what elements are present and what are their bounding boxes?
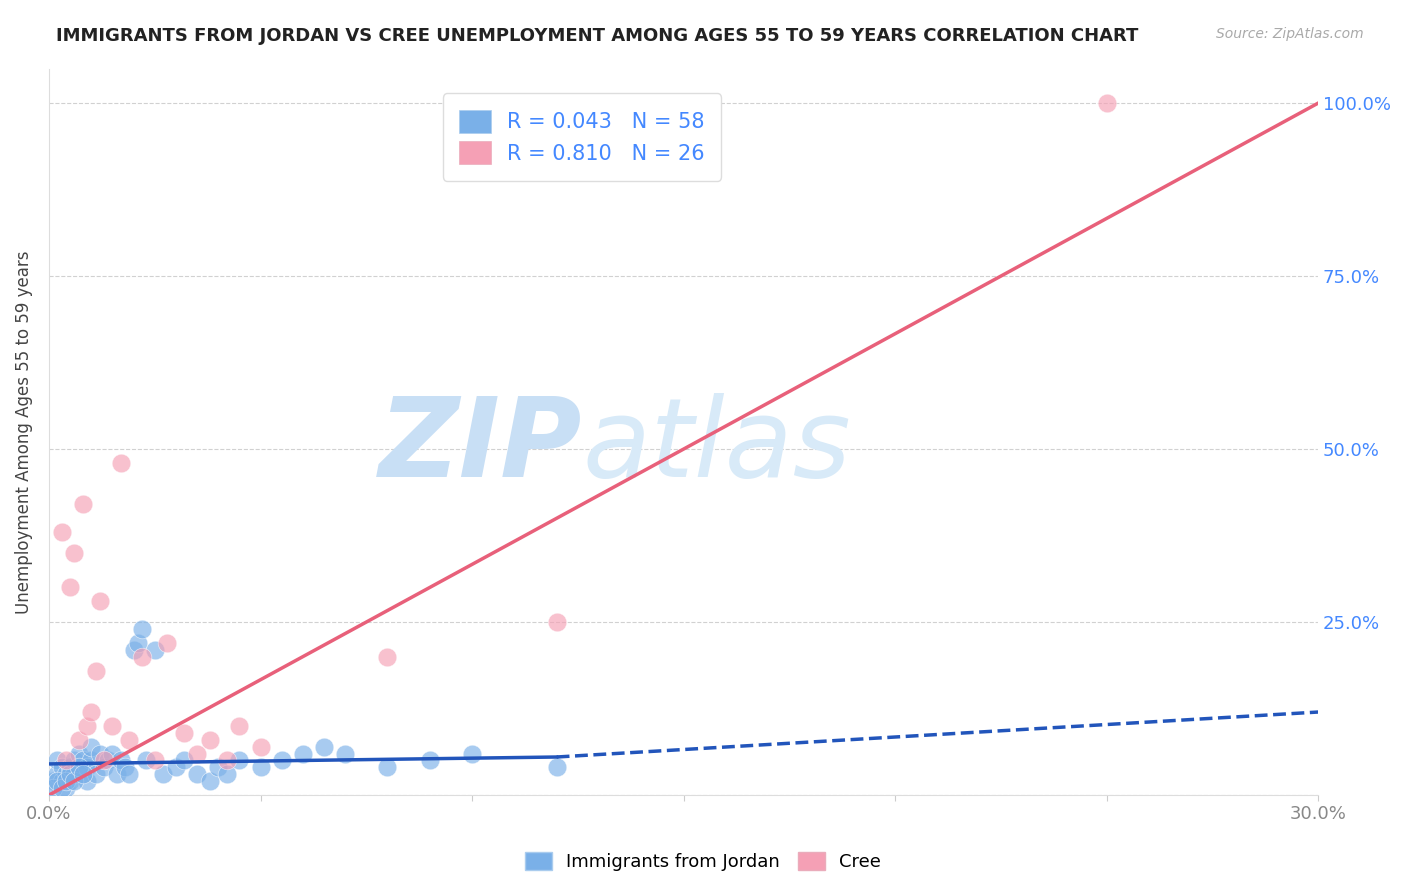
- Point: [207, 760, 229, 774]
- Point: [51, 760, 73, 774]
- Point: [152, 767, 174, 781]
- Point: [46, 754, 69, 768]
- Point: [59, 774, 82, 789]
- Point: [55, 767, 77, 781]
- Point: [165, 760, 187, 774]
- Point: [51, 781, 73, 796]
- Point: [84, 664, 107, 678]
- Point: [76, 719, 98, 733]
- Point: [215, 754, 238, 768]
- Point: [312, 739, 335, 754]
- Point: [101, 747, 124, 761]
- Point: [89, 594, 111, 608]
- Point: [173, 726, 195, 740]
- Point: [198, 774, 221, 789]
- Point: [419, 754, 441, 768]
- Point: [461, 747, 484, 761]
- Point: [228, 754, 250, 768]
- Point: [270, 754, 292, 768]
- Point: [173, 754, 195, 768]
- Point: [72, 767, 94, 781]
- Point: [215, 767, 238, 781]
- Point: [135, 754, 157, 768]
- Point: [67, 760, 90, 774]
- Point: [118, 732, 141, 747]
- Legend: R = 0.043   N = 58, R = 0.810   N = 26: R = 0.043 N = 58, R = 0.810 N = 26: [443, 94, 721, 180]
- Point: [80, 705, 103, 719]
- Point: [131, 622, 153, 636]
- Point: [333, 747, 356, 761]
- Text: ZIP: ZIP: [378, 392, 582, 500]
- Point: [59, 581, 82, 595]
- Point: [67, 747, 90, 761]
- Point: [122, 642, 145, 657]
- Point: [93, 754, 115, 768]
- Point: [1095, 96, 1118, 111]
- Point: [55, 754, 77, 768]
- Point: [89, 747, 111, 761]
- Point: [110, 754, 132, 768]
- Point: [110, 456, 132, 470]
- Point: [80, 754, 103, 768]
- Point: [249, 739, 271, 754]
- Point: [46, 767, 69, 781]
- Point: [105, 767, 128, 781]
- Point: [72, 754, 94, 768]
- Point: [143, 754, 166, 768]
- Point: [546, 760, 568, 774]
- Point: [51, 774, 73, 789]
- Point: [63, 774, 86, 789]
- Point: [127, 636, 149, 650]
- Point: [51, 525, 73, 540]
- Point: [377, 760, 399, 774]
- Point: [249, 760, 271, 774]
- Point: [63, 767, 86, 781]
- Point: [114, 760, 136, 774]
- Point: [63, 546, 86, 560]
- Point: [97, 754, 120, 768]
- Point: [101, 719, 124, 733]
- Text: Source: ZipAtlas.com: Source: ZipAtlas.com: [1216, 27, 1364, 41]
- Point: [84, 767, 107, 781]
- Point: [63, 754, 86, 768]
- Point: [55, 781, 77, 796]
- Point: [67, 732, 90, 747]
- Point: [46, 774, 69, 789]
- Point: [186, 747, 208, 761]
- Point: [156, 636, 179, 650]
- Point: [186, 767, 208, 781]
- Point: [72, 767, 94, 781]
- Point: [377, 649, 399, 664]
- Point: [228, 719, 250, 733]
- Point: [143, 642, 166, 657]
- Point: [118, 767, 141, 781]
- Y-axis label: Unemployment Among Ages 55 to 59 years: Unemployment Among Ages 55 to 59 years: [15, 250, 32, 614]
- Point: [80, 739, 103, 754]
- Point: [59, 767, 82, 781]
- Point: [55, 774, 77, 789]
- Text: atlas: atlas: [582, 392, 851, 500]
- Point: [42, 774, 65, 789]
- Point: [291, 747, 314, 761]
- Point: [546, 615, 568, 629]
- Point: [198, 732, 221, 747]
- Point: [131, 649, 153, 664]
- Point: [59, 760, 82, 774]
- Point: [76, 774, 98, 789]
- Point: [93, 760, 115, 774]
- Point: [72, 498, 94, 512]
- Point: [67, 760, 90, 774]
- Point: [76, 760, 98, 774]
- Text: IMMIGRANTS FROM JORDAN VS CREE UNEMPLOYMENT AMONG AGES 55 TO 59 YEARS CORRELATIO: IMMIGRANTS FROM JORDAN VS CREE UNEMPLOYM…: [56, 27, 1139, 45]
- Point: [42, 781, 65, 796]
- Legend: Immigrants from Jordan, Cree: Immigrants from Jordan, Cree: [517, 845, 889, 879]
